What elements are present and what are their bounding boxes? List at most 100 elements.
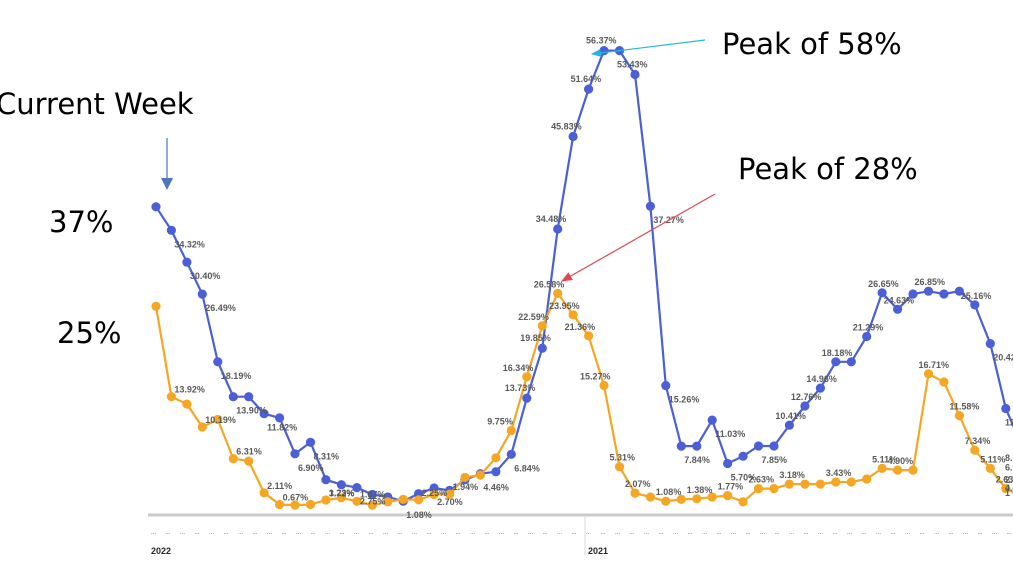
data-label: 16.71% (919, 360, 950, 370)
data-point (166, 225, 176, 235)
data-point (738, 451, 748, 461)
x-tick-label: ... (717, 530, 722, 536)
x-tick-label: ... (615, 530, 620, 536)
x-tick-label: ... (238, 530, 243, 536)
data-point (831, 477, 841, 487)
data-label: 1.08% (406, 510, 432, 520)
data-point (985, 339, 995, 349)
data-label: 14.96% (806, 374, 837, 384)
data-label: 1.38% (687, 485, 713, 495)
x-tick-label: ... (731, 530, 736, 536)
x-tick-label: ... (572, 530, 577, 536)
x-tick-label: ... (688, 530, 693, 536)
data-point (877, 288, 887, 298)
data-point (537, 321, 547, 331)
x-tick-label: ... (586, 530, 591, 536)
data-point (815, 383, 826, 393)
data-label: 30.40% (190, 271, 221, 281)
x-tick-label: ... (311, 530, 316, 536)
data-point (367, 489, 377, 500)
x-tick-label: ... (166, 530, 171, 536)
x-tick-label: ... (775, 530, 780, 536)
x-tick-label: ... (963, 530, 968, 536)
data-label: 2.63% (996, 475, 1013, 485)
data-point (815, 479, 826, 489)
data-point (676, 494, 686, 504)
data-label: 12.76% (791, 392, 822, 402)
data-point (429, 489, 439, 500)
data-point (414, 495, 424, 505)
orange-current-value: 25% (57, 316, 121, 350)
data-point (846, 477, 856, 487)
data-point (305, 437, 316, 447)
data-point (893, 465, 903, 475)
data-point (491, 453, 501, 463)
data-point (753, 484, 764, 494)
data-label: 4.46% (483, 483, 509, 493)
data-point (954, 286, 965, 296)
data-point (862, 474, 872, 484)
x-tick-label: ... (180, 530, 185, 536)
x-tick-label: ... (456, 530, 461, 536)
x-tick-label: ... (702, 530, 707, 536)
data-point (723, 458, 733, 469)
data-label: 0.67% (283, 493, 309, 503)
x-tick-label: ... (601, 530, 606, 536)
x-tick-label: ... (195, 530, 200, 536)
x-tick-label: ... (485, 530, 490, 536)
data-point (151, 301, 161, 311)
data-label: 1.08% (656, 487, 682, 497)
data-point (939, 377, 949, 387)
x-tick-label: ... (920, 530, 925, 536)
data-point (630, 488, 640, 498)
x-tick-label: ... (369, 530, 374, 536)
data-label: 18.19% (221, 371, 252, 381)
data-label: 5.11% (872, 454, 897, 464)
x-tick-label: ... (746, 530, 751, 536)
data-point (769, 484, 779, 494)
data-point (800, 479, 810, 489)
x-tick-label: ... (644, 530, 649, 536)
orange-peak-annotation: Peak of 28% (738, 152, 918, 186)
series-orange (151, 288, 1013, 510)
data-label: 3.43% (826, 468, 852, 478)
x-tick-label: ... (557, 530, 562, 536)
blue-peak-arrow (591, 39, 706, 57)
data-label: 7.84% (684, 455, 710, 465)
data-label: 1.94% (453, 482, 479, 492)
data-point (954, 411, 965, 421)
x-tick-label: ... (528, 530, 533, 536)
data-point (661, 381, 671, 391)
data-point (213, 414, 223, 425)
data-point (383, 497, 393, 507)
data-point (893, 304, 903, 314)
x-tick-label: ... (978, 530, 983, 536)
data-label: 10.41% (775, 411, 806, 421)
x-tick-label: ... (282, 530, 287, 536)
data-point (244, 456, 254, 466)
data-point (537, 343, 547, 353)
data-point (197, 289, 207, 299)
data-label: 3.72% (329, 489, 355, 499)
x-tick-label: ... (847, 530, 852, 536)
data-label: 15.26% (669, 395, 700, 405)
data-point (398, 494, 408, 504)
data-label: 2.70% (437, 497, 463, 507)
data-point (970, 300, 980, 310)
data-point (862, 331, 872, 342)
data-point (213, 357, 223, 367)
x-tick-label: ... (470, 530, 475, 536)
x-tick-label: ... (224, 530, 229, 536)
data-point (197, 422, 207, 432)
series-line (155, 49, 1013, 503)
x-tick-label: ... (949, 530, 954, 536)
x-tick-label: ... (412, 530, 417, 536)
data-point (614, 462, 625, 472)
data-point (367, 500, 377, 510)
data-label: 2.63% (749, 475, 775, 485)
data-label: 2.75% (360, 497, 386, 507)
data-point (491, 467, 501, 477)
data-point (599, 46, 609, 56)
data-point (290, 500, 300, 510)
current-week-arrowhead (161, 178, 173, 190)
